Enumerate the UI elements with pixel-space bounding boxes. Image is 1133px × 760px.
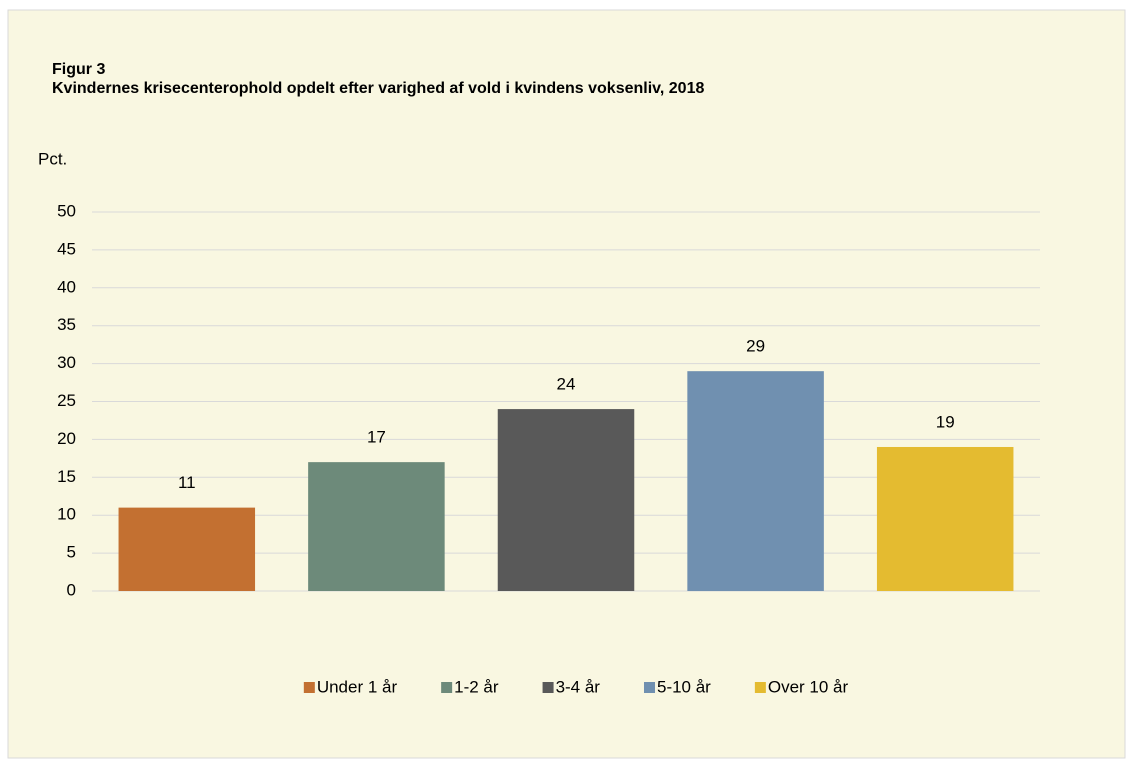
- bar: [308, 462, 445, 591]
- bar: [876, 446, 1014, 591]
- bar: [497, 409, 635, 591]
- y-tick-label: 0: [67, 580, 76, 599]
- legend-swatch: [754, 682, 766, 693]
- legend-label: Under 1 år: [317, 677, 398, 696]
- data-label: 29: [746, 337, 765, 356]
- y-tick-label: 40: [57, 277, 76, 296]
- chart-subtitle: Kvindernes krisecenterophold opdelt efte…: [52, 80, 704, 97]
- bar: [687, 371, 824, 591]
- y-tick-label: 25: [57, 391, 76, 410]
- y-tick-label: 20: [57, 429, 76, 448]
- legend-label: 3-4 år: [556, 677, 601, 696]
- legend-label: 1-2 år: [454, 677, 499, 696]
- y-tick-label: 5: [67, 543, 76, 562]
- data-label: 11: [178, 473, 196, 492]
- y-tick-label: 45: [57, 239, 76, 258]
- data-label: 24: [557, 375, 576, 394]
- y-tick-label: 15: [57, 467, 76, 486]
- y-axis-label: Pct.: [38, 149, 67, 168]
- legend-swatch: [441, 682, 453, 693]
- legend-label: Over 10 år: [768, 677, 849, 696]
- legend-swatch: [542, 682, 554, 693]
- legend-label: 5-10 år: [657, 677, 711, 696]
- chart-background: [7, 9, 1126, 759]
- y-tick-label: 10: [57, 505, 76, 524]
- chart-title: Figur 3: [52, 61, 105, 78]
- data-label: 19: [936, 412, 955, 431]
- y-tick-label: 50: [57, 201, 76, 220]
- y-tick-label: 35: [57, 315, 76, 334]
- legend-swatch: [643, 682, 655, 693]
- data-label: 17: [367, 428, 386, 447]
- bar: [118, 507, 256, 591]
- legend-swatch: [303, 682, 315, 693]
- y-tick-label: 30: [57, 353, 76, 372]
